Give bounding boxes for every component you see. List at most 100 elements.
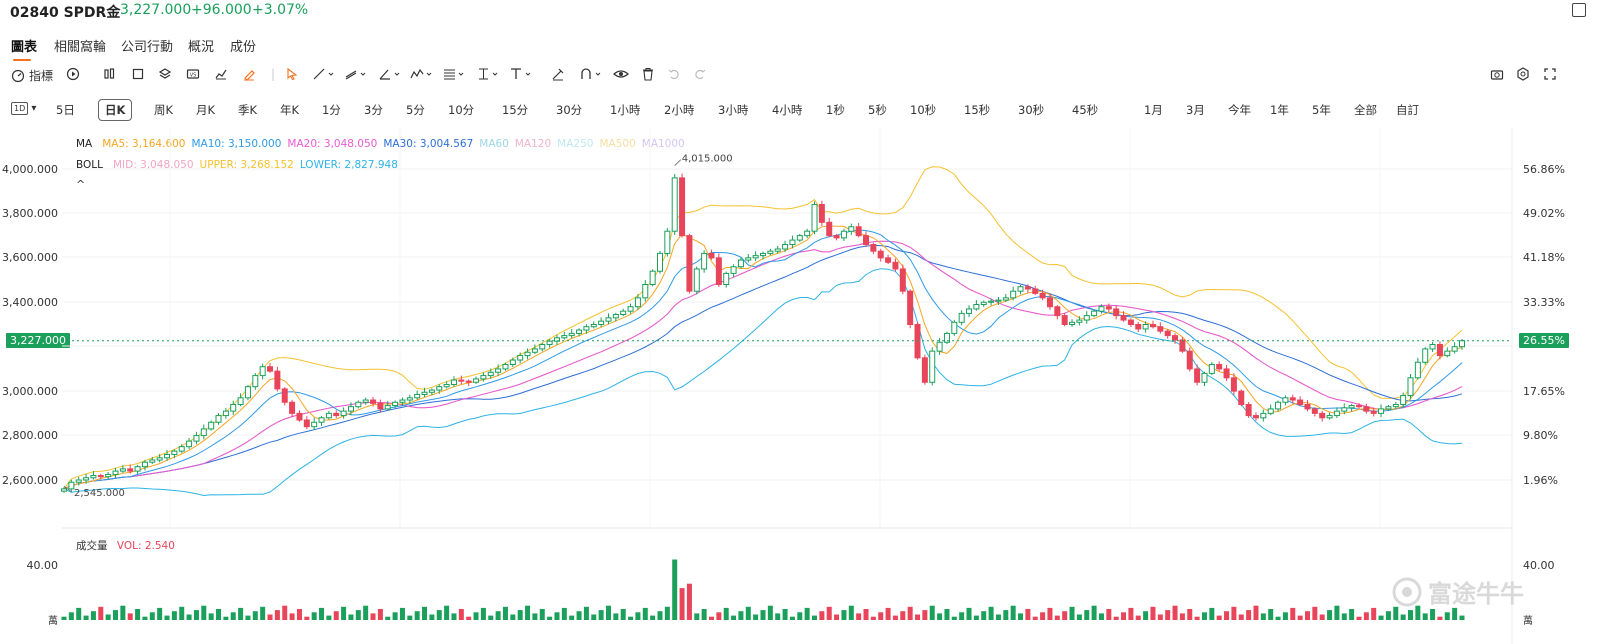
candle-body bbox=[973, 304, 980, 310]
timeframe-11[interactable]: 30分 bbox=[556, 103, 583, 117]
timeframe-10[interactable]: 15分 bbox=[502, 103, 529, 117]
volume-bar bbox=[1260, 613, 1266, 620]
pattern-tool-icon[interactable] bbox=[410, 67, 434, 81]
settings-icon[interactable] bbox=[1516, 67, 1530, 81]
volume-legend: 成交量 VOL: 2.540 bbox=[76, 538, 175, 553]
timeframe-23[interactable]: 3月 bbox=[1186, 103, 1205, 117]
volume-bar bbox=[679, 588, 685, 620]
collapse-panel-icon[interactable] bbox=[1572, 3, 1586, 17]
tab-related-warrants[interactable]: 相關窩輪 bbox=[54, 40, 107, 55]
volume-bar bbox=[804, 607, 810, 620]
volume-bar bbox=[951, 616, 957, 620]
candle-body bbox=[1105, 306, 1112, 310]
volume-bar bbox=[444, 605, 450, 620]
volume-bar bbox=[1238, 614, 1244, 620]
candle-body bbox=[951, 321, 958, 334]
eye-icon[interactable] bbox=[613, 67, 629, 81]
timeframe-1[interactable]: 日K bbox=[98, 99, 133, 121]
candle-body bbox=[752, 255, 759, 259]
timeframe-24[interactable]: 今年 bbox=[1228, 103, 1251, 117]
candle-body bbox=[156, 457, 163, 461]
candle-body bbox=[1083, 315, 1090, 321]
pen-icon[interactable] bbox=[242, 67, 256, 81]
volume-bar bbox=[981, 611, 987, 620]
high-marker bbox=[674, 159, 681, 166]
timeframe-18[interactable]: 10秒 bbox=[910, 103, 937, 117]
ray-tool-icon[interactable] bbox=[344, 67, 368, 81]
timeframe-17[interactable]: 5秒 bbox=[868, 103, 887, 117]
cursor-icon[interactable] bbox=[285, 67, 299, 81]
timeframe-22[interactable]: 1月 bbox=[1144, 103, 1163, 117]
indicators-button[interactable]: 指標 bbox=[11, 67, 53, 84]
candle-body bbox=[590, 324, 597, 328]
candle-body bbox=[612, 314, 619, 319]
timeframe-7[interactable]: 3分 bbox=[364, 103, 383, 117]
trendline-tool-icon[interactable] bbox=[312, 67, 336, 81]
tab-chart[interactable]: 圖表 bbox=[11, 36, 37, 61]
timeframe-8[interactable]: 5分 bbox=[406, 103, 425, 117]
angle-tool-icon[interactable] bbox=[378, 67, 402, 81]
timeframe-26[interactable]: 5年 bbox=[1312, 103, 1331, 117]
ma20-line bbox=[63, 240, 1463, 490]
timeframe-2[interactable]: 周K bbox=[154, 103, 174, 117]
candle-body bbox=[642, 284, 649, 299]
timeframe-6[interactable]: 1分 bbox=[322, 103, 341, 117]
volume-bar bbox=[1076, 614, 1082, 620]
square-icon[interactable] bbox=[131, 67, 145, 81]
volume-bar bbox=[1187, 609, 1193, 620]
tab-constituents[interactable]: 成份 bbox=[230, 40, 257, 55]
timeframe-16[interactable]: 1秒 bbox=[826, 103, 845, 117]
timeframe-15[interactable]: 4小時 bbox=[772, 103, 803, 117]
volume-bar bbox=[1268, 609, 1274, 620]
candle-type-icon[interactable] bbox=[102, 67, 116, 81]
timeframe-20[interactable]: 30秒 bbox=[1018, 103, 1045, 117]
interval-selector[interactable]: 1D ▾ bbox=[11, 102, 36, 115]
timeframe-9[interactable]: 10分 bbox=[448, 103, 475, 117]
timeframe-27[interactable]: 全部 bbox=[1354, 103, 1377, 117]
timeframe-19[interactable]: 15秒 bbox=[964, 103, 991, 117]
timeframe-14[interactable]: 3小時 bbox=[718, 103, 749, 117]
volume-bar bbox=[944, 609, 950, 620]
boll-legend: BOLL MID: 3,048.050 UPPER: 3,268.152 LOWER:… bbox=[76, 159, 404, 171]
text-tool-icon[interactable] bbox=[509, 67, 533, 81]
trash-icon[interactable] bbox=[641, 67, 655, 81]
candle-body bbox=[281, 388, 288, 403]
layers-icon[interactable] bbox=[158, 67, 172, 81]
ma5-line bbox=[63, 225, 1463, 490]
tab-corporate-actions[interactable]: 公司行動 bbox=[121, 40, 174, 55]
price-chart[interactable]: 4,015.000 2,545.000 bbox=[0, 128, 1600, 644]
camera-icon[interactable] bbox=[1490, 67, 1504, 81]
candle-body bbox=[620, 310, 627, 316]
timeframe-28[interactable]: 自訂 bbox=[1396, 103, 1419, 117]
timeframe-13[interactable]: 2小時 bbox=[664, 103, 695, 117]
timeframe-3[interactable]: 月K bbox=[196, 103, 216, 117]
brush-tool-icon[interactable] bbox=[551, 67, 565, 81]
trend-chart-icon[interactable] bbox=[214, 67, 228, 81]
volume-bar bbox=[797, 612, 803, 620]
timeframe-12[interactable]: 1小時 bbox=[610, 103, 641, 117]
candle-body bbox=[274, 370, 281, 390]
timeframe-0[interactable]: 5日 bbox=[56, 103, 75, 117]
volume-bar bbox=[68, 612, 74, 620]
volume-bar bbox=[1282, 612, 1288, 620]
redo-icon[interactable] bbox=[693, 67, 707, 81]
timeframe-25[interactable]: 1年 bbox=[1270, 103, 1289, 117]
vs-compare-icon[interactable]: VS bbox=[186, 67, 200, 81]
volume-bar bbox=[1312, 606, 1318, 620]
candle-body bbox=[1002, 297, 1009, 301]
timeframe-4[interactable]: 季K bbox=[238, 103, 258, 117]
fibonacci-tool-icon[interactable] bbox=[442, 67, 466, 81]
collapse-legend-icon[interactable]: ^ bbox=[76, 178, 86, 191]
volume-bar bbox=[767, 605, 773, 620]
low-marker bbox=[63, 485, 73, 493]
tab-overview[interactable]: 概況 bbox=[188, 40, 215, 55]
timeframe-5[interactable]: 年K bbox=[280, 103, 300, 117]
replay-icon[interactable] bbox=[66, 67, 80, 81]
candle-body bbox=[1385, 406, 1392, 410]
price-range-tool-icon[interactable] bbox=[476, 67, 500, 81]
volume-bar bbox=[642, 607, 648, 620]
fullscreen-icon[interactable] bbox=[1543, 67, 1557, 81]
magnet-tool-icon[interactable] bbox=[579, 67, 603, 81]
timeframe-21[interactable]: 45秒 bbox=[1072, 103, 1099, 117]
undo-icon[interactable] bbox=[667, 67, 681, 81]
